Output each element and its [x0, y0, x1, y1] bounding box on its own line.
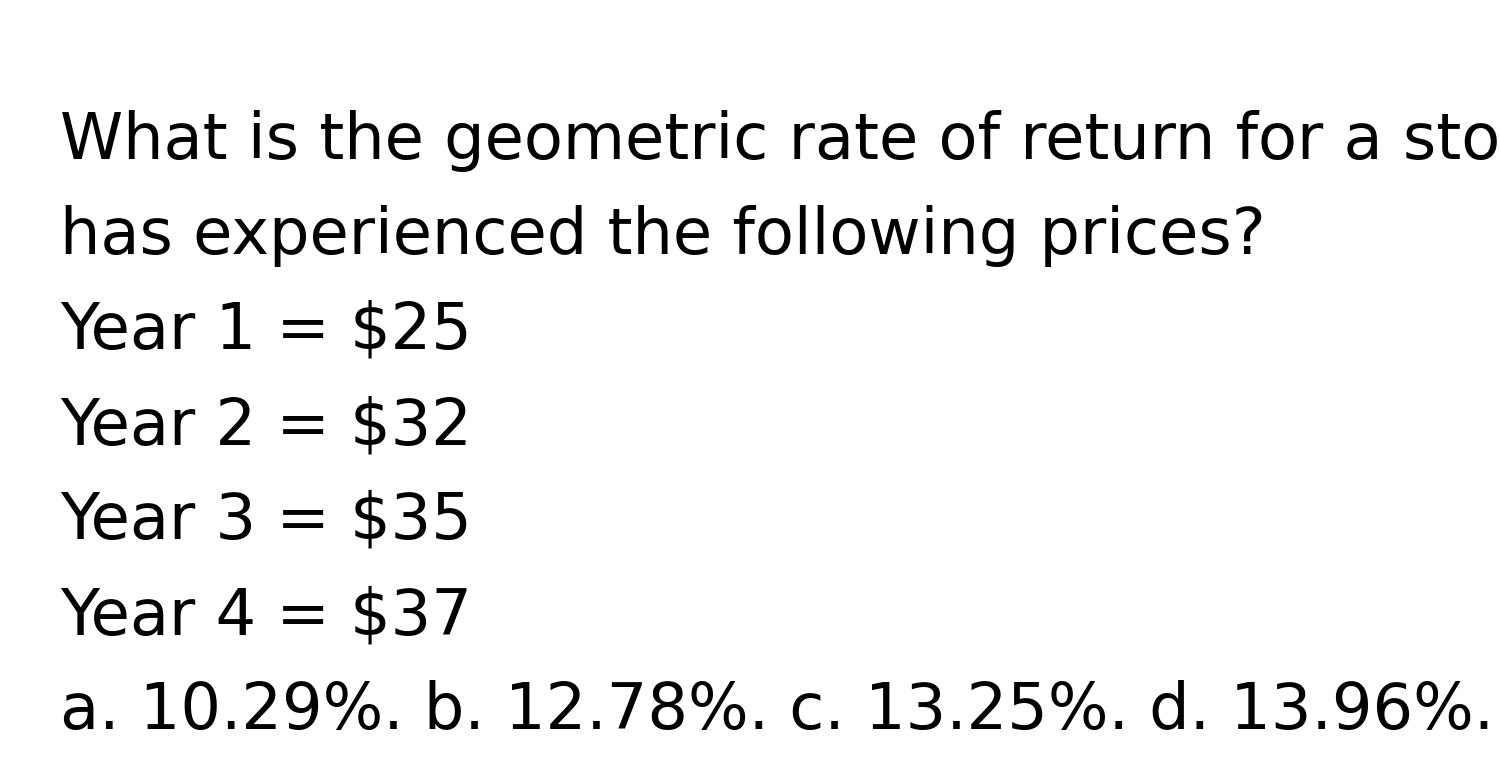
Text: Year 4 = $37: Year 4 = $37 [60, 585, 473, 647]
Text: Year 2 = $32: Year 2 = $32 [60, 395, 473, 457]
Text: Year 1 = $25: Year 1 = $25 [60, 300, 473, 362]
Text: What is the geometric rate of return for a stock that: What is the geometric rate of return for… [60, 110, 1500, 172]
Text: a. 10.29%. b. 12.78%. c. 13.25%. d. 13.96%.: a. 10.29%. b. 12.78%. c. 13.25%. d. 13.9… [60, 680, 1494, 742]
Text: has experienced the following prices?: has experienced the following prices? [60, 205, 1266, 267]
Text: Year 3 = $35: Year 3 = $35 [60, 490, 473, 552]
